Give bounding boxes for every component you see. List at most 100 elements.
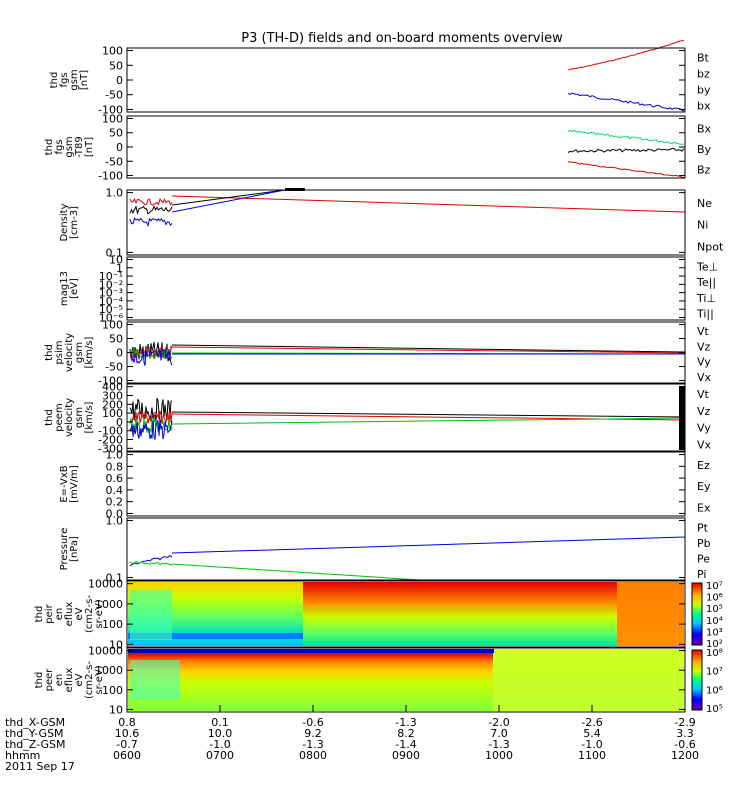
series-Vz — [171, 346, 686, 354]
y-axis-label: [nT] — [84, 137, 95, 157]
x-tick-label: 1000 — [485, 749, 513, 762]
y-tick-label: -100 — [98, 103, 123, 116]
spectrogram-band — [130, 590, 172, 640]
series-Vy — [129, 347, 173, 361]
series-bx — [567, 92, 685, 112]
y-tick-label: 100 — [102, 618, 123, 631]
x-tick-label: -1.3 — [488, 738, 509, 751]
x-tick-label: 0.8 — [118, 716, 136, 729]
x-row-label: 2011 Sep 17 — [5, 760, 75, 773]
series-Vt — [129, 397, 173, 423]
legend-entry: Ex — [697, 501, 711, 514]
y-tick-label: 100 — [102, 684, 123, 697]
series-Ne — [171, 195, 686, 213]
colorbar-tick-label: 10² — [706, 639, 723, 650]
y-axis-label: peir — [44, 603, 55, 623]
edge-marker — [679, 386, 685, 450]
y-tick-label: -100 — [98, 375, 123, 388]
x-tick-label: -0.6 — [674, 738, 695, 751]
y-axis-label: thd — [44, 409, 55, 426]
y-tick-label: 100 — [102, 112, 123, 125]
y-tick-label: 10 — [109, 254, 123, 267]
y-tick-label: 1.0 — [106, 187, 124, 200]
y-tick-label: 0.1 — [106, 572, 124, 585]
y-axis-label: thd — [34, 672, 45, 689]
spectrogram-block — [493, 649, 684, 711]
panel-frame — [126, 383, 686, 452]
series-By — [567, 129, 685, 146]
legend-entry: Vz — [697, 340, 711, 353]
y-axis-label: en — [54, 608, 65, 621]
x-tick-label: 1100 — [578, 749, 606, 762]
y-axis-label: eV — [74, 673, 85, 686]
y-tick-label: 50 — [109, 127, 123, 140]
y-axis-label: peem — [54, 403, 65, 431]
y-tick-label: -50 — [105, 155, 123, 168]
panel-frame — [126, 580, 686, 648]
legend-entry: Ti⊥ — [696, 292, 716, 305]
y-axis-label: [km/s] — [84, 401, 95, 433]
series-Pi — [171, 536, 686, 554]
y-tick-label: 50 — [109, 332, 123, 345]
y-axis-label: gsm — [64, 136, 75, 157]
panel-frame — [126, 451, 686, 517]
y-axis-label: Density — [59, 203, 70, 241]
colorbar-tick-label: 10⁵ — [706, 704, 723, 715]
legend-entry: bx — [697, 100, 711, 113]
colorbar-tick-label: 10⁶ — [706, 593, 723, 604]
series-Ni — [129, 205, 173, 215]
series-Vx — [129, 420, 173, 440]
y-tick-label: 50 — [109, 59, 123, 72]
x-row-label: thd_Y-GSM — [5, 727, 64, 740]
y-tick-label: -100 — [98, 170, 123, 183]
y-tick-label: 0 — [116, 141, 123, 154]
series-Ne — [129, 197, 173, 206]
legend-entry: Bz — [697, 164, 711, 177]
x-row-label: hhmm — [5, 749, 40, 762]
y-axis-label: gsm — [74, 342, 85, 363]
y-tick-label: 0.4 — [106, 484, 124, 497]
y-tick-label: 10⁻¹ — [99, 270, 123, 283]
x-tick-label: 7.0 — [490, 727, 508, 740]
panel-frame — [126, 115, 686, 179]
y-tick-label: -100 — [98, 425, 123, 438]
x-tick-label: -2.0 — [488, 716, 509, 729]
y-tick-label: 10⁻³ — [99, 287, 123, 300]
colorbar-tick-label: 10⁴ — [706, 616, 723, 627]
colorbar-tick-label: 10³ — [706, 627, 723, 638]
legend-entry: by — [697, 84, 711, 97]
panel-frame — [126, 256, 686, 321]
colorbar — [691, 649, 703, 711]
y-tick-label: 10⁻² — [99, 278, 123, 291]
colorbar — [691, 582, 703, 646]
y-axis-label: [mV/m] — [69, 465, 80, 503]
x-tick-label: -0.6 — [302, 716, 323, 729]
y-tick-label: 1000 — [95, 664, 123, 677]
legend-entry: Pt — [697, 521, 709, 534]
y-axis-label: (cm2-s- — [84, 595, 95, 633]
chart-title: P3 (TH-D) fields and on-board moments ov… — [241, 31, 563, 46]
y-axis-label: thd — [44, 139, 55, 156]
spectrogram-band — [128, 649, 494, 653]
series-Vy — [129, 416, 173, 434]
y-tick-label: 0 — [116, 347, 123, 360]
spectrogram-block — [128, 649, 494, 711]
y-tick-label: 400 — [102, 381, 123, 394]
series-Pe — [129, 560, 173, 566]
y-axis-label: mag13 — [59, 271, 70, 306]
panel-frames — [126, 47, 703, 713]
legend-entry: Ey — [697, 480, 711, 493]
y-axis-label: en — [54, 674, 65, 687]
y-tick-label: 10⁻⁵ — [99, 303, 123, 316]
legend-entry: Pi — [697, 568, 706, 581]
legend-entry: Vy — [697, 356, 711, 369]
y-axis-label: peer — [44, 668, 55, 692]
x-tick-label: -2.9 — [674, 716, 695, 729]
y-tick-label: 1.0 — [106, 449, 124, 462]
y-tick-label: 0.6 — [106, 472, 124, 485]
y-axis-label: thd — [49, 72, 60, 89]
x-row-label: thd_Z-GSM — [5, 738, 65, 751]
y-tick-label: 1000 — [95, 598, 123, 611]
spectrogram-block — [617, 582, 684, 646]
